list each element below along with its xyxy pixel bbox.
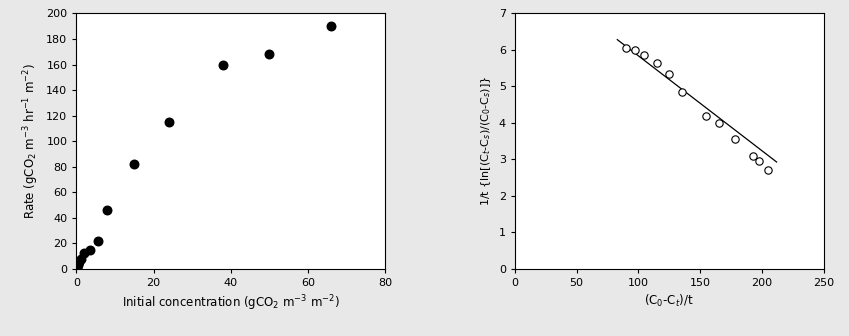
Point bbox=[262, 52, 276, 57]
Point bbox=[91, 238, 104, 243]
Point bbox=[162, 119, 176, 125]
Point bbox=[728, 137, 741, 142]
X-axis label: (C$_0$-C$_t$)/t: (C$_0$-C$_t$)/t bbox=[644, 293, 694, 309]
Point bbox=[72, 260, 86, 265]
Point bbox=[619, 45, 633, 51]
Point bbox=[216, 62, 230, 67]
Point bbox=[71, 262, 85, 268]
Point bbox=[650, 60, 664, 66]
Point bbox=[324, 24, 338, 29]
Point bbox=[675, 89, 689, 94]
Point bbox=[762, 167, 775, 172]
Y-axis label: 1/t {ln[(C$_t$-C$_s$)/(C$_0$-C$_s$)]}: 1/t {ln[(C$_t$-C$_s$)/(C$_0$-C$_s$)]} bbox=[480, 76, 493, 206]
Point bbox=[711, 120, 725, 126]
Point bbox=[700, 113, 713, 118]
Point bbox=[127, 161, 141, 167]
Point bbox=[746, 153, 760, 158]
Point bbox=[662, 71, 676, 76]
Y-axis label: Rate (gCO$_2$ m$^{-3}$ hr$^{-1}$ m$^{-2}$): Rate (gCO$_2$ m$^{-3}$ hr$^{-1}$ m$^{-2}… bbox=[21, 63, 41, 219]
Point bbox=[752, 159, 766, 164]
Point bbox=[83, 247, 97, 252]
Point bbox=[77, 251, 91, 256]
Point bbox=[70, 263, 84, 269]
Point bbox=[638, 53, 651, 58]
Point bbox=[627, 47, 641, 53]
Point bbox=[70, 265, 83, 270]
X-axis label: Initial concentration (gCO$_2$ m$^{-3}$ m$^{-2}$): Initial concentration (gCO$_2$ m$^{-3}$ … bbox=[122, 293, 340, 313]
Point bbox=[100, 207, 114, 213]
Point bbox=[73, 258, 87, 264]
Point bbox=[74, 256, 87, 261]
